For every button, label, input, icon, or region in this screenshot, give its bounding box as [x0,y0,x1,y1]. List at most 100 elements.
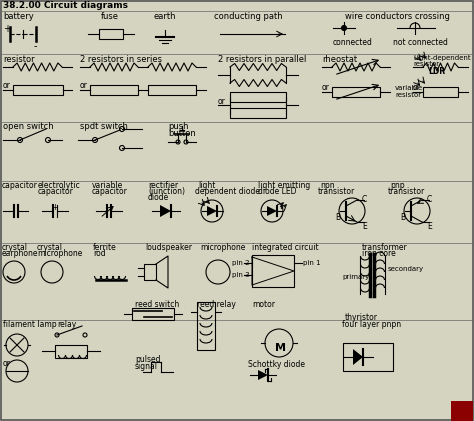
Text: or: or [322,83,330,92]
Text: transistor: transistor [388,187,425,196]
Text: secondary: secondary [388,266,424,272]
Circle shape [341,26,346,30]
Text: battery: battery [3,12,34,21]
Text: push: push [168,122,189,131]
Text: conducting path: conducting path [214,12,283,21]
Text: diode LED: diode LED [258,187,297,196]
Text: Light-dependent: Light-dependent [413,55,471,61]
Bar [451,401,473,421]
Text: pin 3: pin 3 [232,272,250,278]
Text: transformer: transformer [362,243,408,252]
Text: or: or [413,83,421,92]
Text: resistor: resistor [3,55,35,64]
Text: B: B [400,213,405,222]
Text: +: + [3,24,11,34]
Text: variable: variable [395,85,423,91]
Text: microphone: microphone [200,243,246,252]
Text: signal: signal [135,362,158,371]
Text: thyristor: thyristor [345,313,378,322]
Text: open switch: open switch [3,122,54,131]
Text: crystal: crystal [2,243,28,252]
Text: or: or [218,97,226,106]
Text: earth: earth [154,12,176,21]
Text: npn: npn [320,181,335,190]
Text: earphone: earphone [2,249,38,258]
Text: rheostat: rheostat [322,55,357,64]
Text: -: - [33,41,37,51]
Text: electrolytic: electrolytic [38,181,81,190]
Text: ferrite: ferrite [93,243,117,252]
Text: integrated circuit: integrated circuit [252,243,319,252]
Text: pulsed: pulsed [135,355,161,364]
Text: microphone: microphone [37,249,82,258]
Text: reed switch: reed switch [135,300,179,309]
Text: button: button [168,129,196,138]
Polygon shape [267,206,277,216]
Text: or: or [80,81,88,90]
Polygon shape [353,349,363,365]
Bar [148,85,196,95]
Text: connected: connected [333,38,373,47]
Text: dependent diode: dependent diode [195,187,260,196]
Bar [197,302,215,350]
Text: spdt switch: spdt switch [80,122,128,131]
Text: or: or [3,359,11,368]
Text: (junction): (junction) [148,187,185,196]
Text: 2 resistors in series: 2 resistors in series [80,55,162,64]
Bar [252,255,294,287]
Polygon shape [258,370,268,380]
Text: motor: motor [252,300,275,309]
Text: not connected: not connected [393,38,448,47]
Text: B: B [335,213,340,222]
Text: fuse: fuse [101,12,119,21]
Text: M: M [275,343,286,353]
Bar [144,264,156,280]
Text: variable: variable [92,181,123,190]
Text: 2 resistors in parallel: 2 resistors in parallel [218,55,306,64]
Bar [343,343,393,371]
Text: +: + [51,203,58,212]
Text: E: E [455,413,465,421]
Bar [230,92,286,102]
Bar [230,108,286,118]
Text: iron core: iron core [362,249,396,258]
Text: resistor: resistor [395,92,421,98]
Text: pin 1: pin 1 [303,260,320,266]
Text: capacitor: capacitor [2,181,38,190]
Text: resistor: resistor [413,61,439,67]
Text: E: E [427,222,432,231]
Text: light emitting: light emitting [258,181,310,190]
Bar [90,85,138,95]
Text: or: or [3,81,11,90]
Text: C: C [427,195,432,204]
Bar [13,85,63,95]
Text: four layer pnpn: four layer pnpn [342,320,401,329]
Text: pnp: pnp [390,181,405,190]
Text: LDR: LDR [428,67,445,76]
Text: C: C [362,195,367,204]
Text: diode: diode [148,193,169,202]
Text: rectifier: rectifier [148,181,178,190]
Text: capacitor: capacitor [92,187,128,196]
Polygon shape [160,205,171,217]
Polygon shape [207,206,217,216]
Bar [132,308,174,320]
Text: capacitor: capacitor [38,187,74,196]
Text: light: light [198,181,215,190]
Text: relay: relay [57,320,76,329]
Bar [55,345,87,358]
Text: filament lamp: filament lamp [3,320,56,329]
Bar [332,87,380,97]
Text: E: E [362,222,367,231]
Text: Schottky diode: Schottky diode [248,360,305,369]
Text: reed relay: reed relay [197,300,236,309]
Text: pin 2: pin 2 [232,260,249,266]
Text: 38.2.00 Circuit diagrams: 38.2.00 Circuit diagrams [3,1,128,10]
Text: crystal: crystal [37,243,63,252]
Text: primary: primary [342,274,369,280]
Text: loudspeaker: loudspeaker [145,243,192,252]
Bar [423,87,458,97]
Text: transistor: transistor [318,187,355,196]
Text: wire conductors crossing: wire conductors crossing [345,12,450,21]
Text: rod: rod [93,249,106,258]
